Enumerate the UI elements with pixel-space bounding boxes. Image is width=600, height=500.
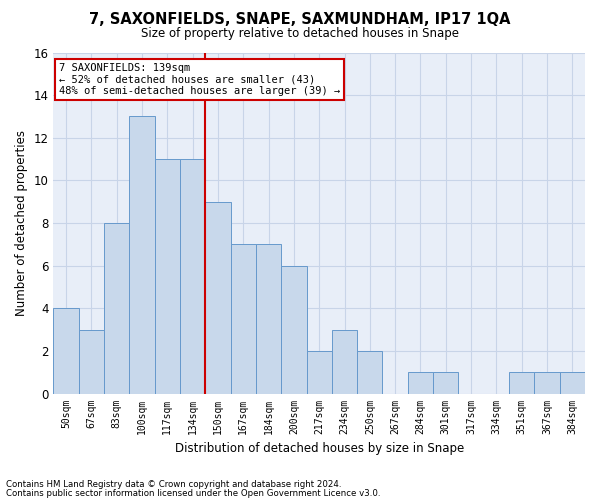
Text: Contains public sector information licensed under the Open Government Licence v3: Contains public sector information licen…: [6, 490, 380, 498]
Bar: [307, 351, 332, 394]
Bar: [509, 372, 535, 394]
Bar: [357, 351, 382, 394]
Bar: [130, 116, 155, 394]
Bar: [408, 372, 433, 394]
Bar: [53, 308, 79, 394]
Bar: [332, 330, 357, 394]
Bar: [535, 372, 560, 394]
Text: Size of property relative to detached houses in Snape: Size of property relative to detached ho…: [141, 28, 459, 40]
Text: 7, SAXONFIELDS, SNAPE, SAXMUNDHAM, IP17 1QA: 7, SAXONFIELDS, SNAPE, SAXMUNDHAM, IP17 …: [89, 12, 511, 28]
Y-axis label: Number of detached properties: Number of detached properties: [15, 130, 28, 316]
Bar: [433, 372, 458, 394]
Bar: [180, 159, 205, 394]
Bar: [256, 244, 281, 394]
Bar: [281, 266, 307, 394]
Bar: [104, 223, 130, 394]
Bar: [205, 202, 230, 394]
Bar: [79, 330, 104, 394]
X-axis label: Distribution of detached houses by size in Snape: Distribution of detached houses by size …: [175, 442, 464, 455]
Bar: [155, 159, 180, 394]
Text: Contains HM Land Registry data © Crown copyright and database right 2024.: Contains HM Land Registry data © Crown c…: [6, 480, 341, 489]
Text: 7 SAXONFIELDS: 139sqm
← 52% of detached houses are smaller (43)
48% of semi-deta: 7 SAXONFIELDS: 139sqm ← 52% of detached …: [59, 62, 340, 96]
Bar: [230, 244, 256, 394]
Bar: [560, 372, 585, 394]
